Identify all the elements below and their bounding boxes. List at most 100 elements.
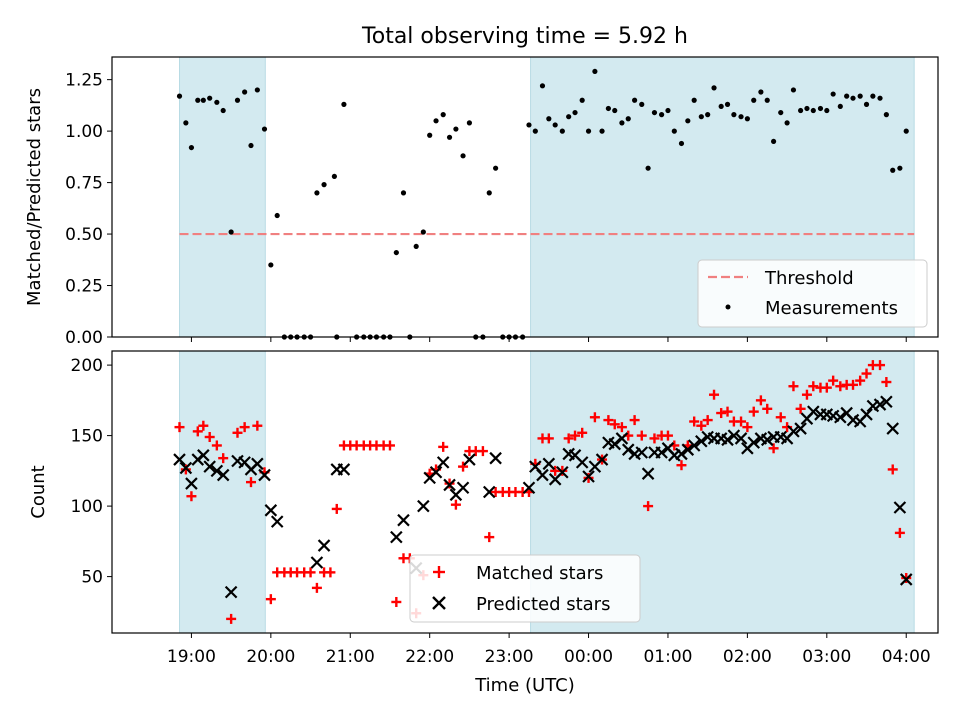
measurement-point <box>685 118 691 124</box>
predicted-star-point <box>443 478 456 492</box>
matched-star-point <box>543 433 554 444</box>
matched-star-point <box>239 422 250 433</box>
matched-star-point <box>702 415 713 426</box>
measurement-point <box>810 107 816 114</box>
measurement-point <box>460 153 466 159</box>
predicted-star-point <box>635 446 649 459</box>
measurement-point <box>559 128 565 134</box>
y-tick-label: 200 <box>71 356 103 376</box>
measurement-point <box>764 97 770 103</box>
measurement-point <box>493 165 499 171</box>
measurement-point <box>341 101 347 107</box>
matched-star-point <box>186 491 197 502</box>
measurement-point <box>691 97 697 103</box>
measurement-point <box>585 128 592 134</box>
matched-star-point <box>875 360 886 371</box>
measurement-point <box>331 173 337 180</box>
measurement-point <box>220 107 226 114</box>
predicted-star-point <box>179 461 193 475</box>
predicted-star-point <box>860 408 873 421</box>
matched-star-point <box>577 427 588 438</box>
predicted-star-point <box>173 453 186 466</box>
matched-legend-label: Matched stars <box>476 563 603 584</box>
predicted-star-point <box>251 457 264 471</box>
predicted-star-point <box>727 429 741 442</box>
measurement-point <box>427 132 433 138</box>
measurement-point <box>659 112 665 118</box>
predicted-star-point <box>264 504 278 517</box>
matched-star-point <box>709 389 720 400</box>
predicted-star-point <box>681 443 695 456</box>
x-tick-label: 21:00 <box>326 647 375 667</box>
predicted-star-point <box>886 422 900 435</box>
x-tick-label: 19:00 <box>167 647 216 667</box>
bottom-ylabel: Count <box>28 465 49 518</box>
measurement-point <box>850 95 856 101</box>
predicted-star-point <box>899 573 913 586</box>
predicted-star-point <box>695 434 708 448</box>
matched-star-point <box>801 389 812 400</box>
measurement-point <box>639 101 645 107</box>
bottom-panel-frame <box>111 350 939 634</box>
measurement-point <box>837 103 843 110</box>
measurement-point <box>790 87 797 93</box>
measurement-point <box>214 99 220 105</box>
predicted-star-point <box>210 464 224 478</box>
y-tick-label: 0.25 <box>65 277 103 297</box>
measurement-point <box>665 107 671 114</box>
measurement-point <box>440 112 446 118</box>
predicted-star-point <box>216 468 230 482</box>
measurement-point <box>897 165 903 171</box>
predicted-star-point <box>456 481 470 495</box>
predicted-legend-label: Predicted stars <box>476 594 610 615</box>
x-tick-label: 02:00 <box>723 647 772 667</box>
predicted-star-point <box>482 485 496 499</box>
predicted-star-point <box>595 453 609 466</box>
matched-star-point <box>305 567 316 578</box>
y-tick-label: 50 <box>81 568 103 588</box>
predicted-star-point <box>760 433 774 447</box>
matched-star-point <box>736 416 747 427</box>
matched-star-point <box>755 395 766 406</box>
measurement-point <box>274 212 280 219</box>
matched-star-point <box>609 419 620 430</box>
matched-star-point <box>629 415 640 426</box>
matched-star-point <box>226 613 237 624</box>
measurement-point <box>195 97 201 103</box>
predicted-star-point <box>721 433 734 447</box>
predicted-star-point <box>489 451 502 465</box>
measurement-point <box>651 109 658 116</box>
measurement-point <box>612 107 618 114</box>
measurement-point <box>890 167 896 173</box>
x-tick-label: 22:00 <box>405 647 454 667</box>
measurement-point <box>453 126 459 132</box>
bottom-panel: 50 100 150 200 19:00 20:00 21:00 22:00 23:00 00:… <box>28 350 939 696</box>
matched-star-point <box>835 381 846 392</box>
matched-star-point <box>391 596 402 607</box>
measurement-point <box>738 114 744 120</box>
x-tick-label: 01:00 <box>643 647 692 667</box>
predicted-star-point <box>224 585 238 599</box>
measurement-point <box>705 112 711 118</box>
measurement-point <box>863 101 870 107</box>
matched-star-point <box>331 503 342 514</box>
measurement-point <box>619 120 625 126</box>
matched-star-point <box>775 412 786 423</box>
predicted-star-point <box>615 432 629 445</box>
measurement-point <box>526 122 532 128</box>
measurement-point <box>678 140 685 147</box>
matched-star-point <box>768 443 779 454</box>
matched-star-point <box>384 440 395 451</box>
measurements-legend-label: Measurements <box>765 298 898 319</box>
measurement-point <box>870 93 876 99</box>
predicted-star-point <box>258 468 271 482</box>
matched-star-point <box>821 382 832 393</box>
measurement-point <box>532 128 538 134</box>
matched-star-point <box>795 403 806 414</box>
measurement-point <box>242 89 248 95</box>
matched-star-point <box>232 427 243 438</box>
predicted-star-point <box>429 465 443 479</box>
matched-star-point <box>192 426 203 437</box>
measurement-point <box>200 97 206 103</box>
